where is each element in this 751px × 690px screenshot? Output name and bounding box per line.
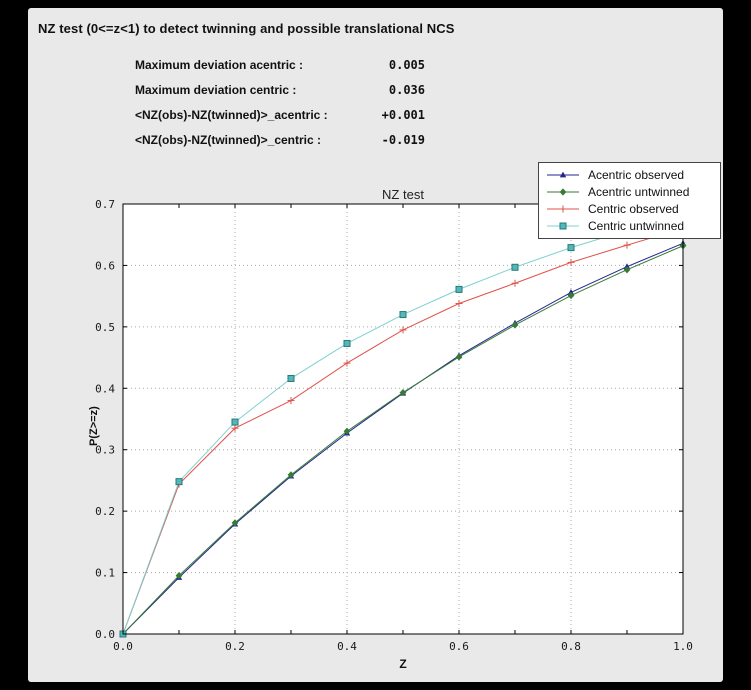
legend-label: Centric untwinned [588,219,685,233]
y-tick-label: 0.2 [95,505,115,518]
legend-label: Acentric untwinned [588,185,690,199]
stat-label: Maximum deviation centric : [135,82,297,97]
x-tick-label: 0.0 [113,640,133,653]
nz-test-chart: 0.0 0.2 0.4 0.6 0.8 1.0 0.0 0.1 0.2 0.3 0.4 0.5 0.6 0… [95,198,693,653]
stat-value: +0.001 [381,107,425,122]
x-tick-label: 0.8 [561,640,581,653]
stat-value: -0.019 [381,132,425,147]
stat-row: Maximum deviation centric : 0.036 [135,77,425,102]
legend-sample-acentric-observed [547,171,579,178]
x-axis-label: Z [399,657,407,671]
stat-value: 0.036 [388,82,425,97]
x-tick-label: 1.0 [673,640,693,653]
y-tick-label: 0.4 [95,382,115,395]
stat-label: Maximum deviation acentric : [135,57,304,72]
stat-label: <NZ(obs)-NZ(twinned)>_centric : [135,132,322,147]
page-title: NZ test (0<=z<1) to detect twinning and … [38,21,455,36]
chart-legend: Acentric observed Acentric untwinned Centr… [538,162,721,239]
legend-item-acentric-observed: Acentric observed [545,167,714,183]
legend-item-acentric-untwinned: Acentric untwinned [545,184,714,200]
y-tick-label: 0.6 [95,259,115,272]
legend-label: Centric observed [588,202,679,216]
y-axis-label: P(Z>=z) [88,406,100,446]
legend-sample-centric-observed [547,205,579,213]
stats-block: Maximum deviation acentric : 0.005 Maxim… [135,52,425,152]
y-tick-label: 0.0 [95,628,115,641]
legend-sample-centric-untwinned [547,222,579,230]
legend-label: Acentric observed [588,168,685,182]
app-window: NZ test (0<=z<1) to detect twinning and … [28,8,723,682]
legend-item-centric-untwinned: Centric untwinned [545,218,714,234]
x-tick-label: 0.6 [449,640,469,653]
stat-label: <NZ(obs)-NZ(twinned)>_acentric : [135,107,328,122]
plot-background [123,204,683,634]
stat-row: Maximum deviation acentric : 0.005 [135,52,425,77]
y-tick-label: 0.5 [95,321,115,334]
x-tick-label: 0.4 [337,640,357,653]
stat-row: <NZ(obs)-NZ(twinned)>_centric : -0.019 [135,127,425,152]
y-tick-label: 0.7 [95,198,115,211]
x-tick-label: 0.2 [225,640,245,653]
stat-value: 0.005 [388,57,425,72]
legend-item-centric-observed: Centric observed [545,201,714,217]
chart-title: NZ test [382,187,424,202]
legend-sample-acentric-untwinned [547,188,579,196]
stat-row: <NZ(obs)-NZ(twinned)>_acentric : +0.001 [135,102,425,127]
y-tick-label: 0.3 [95,444,115,457]
y-tick-label: 0.1 [95,567,115,580]
